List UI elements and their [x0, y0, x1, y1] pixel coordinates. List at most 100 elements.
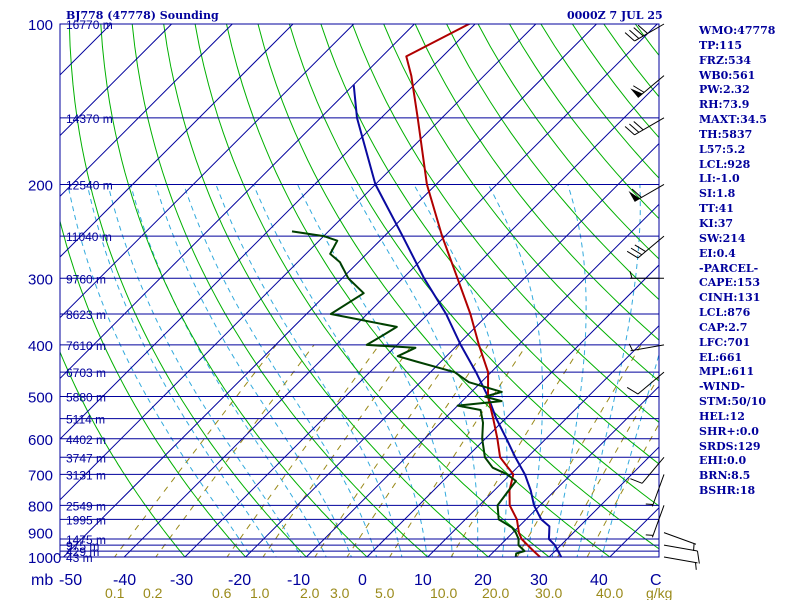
isotherm-line [60, 24, 233, 198]
index-item: SHR+:0.0 [699, 424, 759, 438]
dry-adiabat-line [163, 24, 490, 557]
height-label: 43 m [66, 551, 93, 565]
mixing-ratio-line [586, 422, 659, 557]
index-item: WMO:47778 [699, 24, 776, 37]
height-label: 6703 m [66, 366, 106, 380]
index-item: LCL:928 [699, 157, 751, 171]
pressure-label: 800 [28, 498, 53, 515]
isotherms [60, 24, 659, 557]
index-item: TP:115 [699, 38, 743, 52]
isotherm-line [63, 24, 597, 557]
mixing-ratio-label: 10.0 [430, 585, 457, 600]
mixing-ratio-label: 30.0 [535, 585, 562, 600]
height-label: 12540 m [66, 178, 113, 192]
temperature-tick-label: -40 [113, 572, 136, 589]
dry-adiabat-line [477, 24, 659, 260]
height-label: 5114 m [66, 413, 105, 427]
wind-barb [626, 235, 665, 259]
isotherm-line [60, 24, 355, 319]
height-label: 5880 m [66, 391, 106, 405]
dry-adiabat-line [446, 24, 659, 301]
height-label: 14370 m [66, 112, 113, 126]
height-label: 9760 m [66, 272, 106, 286]
station-title: BJ778 (47778) Sounding [66, 9, 219, 22]
dewpoint-profile-line [291, 230, 526, 557]
index-item: L57:5.2 [699, 142, 746, 156]
height-label: 11040 m [66, 230, 112, 244]
mixing-ratio-label: 0.1 [105, 585, 125, 600]
pressure-label: 900 [28, 526, 53, 543]
isotherm-line [184, 82, 659, 557]
temperature-tick-label: -20 [228, 572, 251, 589]
isotherm-line [245, 142, 659, 557]
index-item: -PARCEL- [699, 261, 759, 275]
valid-time: 0000Z 7 JUL 25 [567, 9, 663, 22]
wind-barb [629, 271, 664, 279]
height-label: 2549 m [66, 499, 106, 513]
moist-adiabat-line [155, 184, 352, 557]
wind-barb [663, 556, 698, 570]
wind-barbs [624, 23, 700, 570]
plot-frame [59, 23, 660, 558]
indices-panel: WMO:47778 TP:115 FRZ:534 WB0:561 PW:2.32 RH:7… [699, 24, 800, 499]
mixing-ratio-line [450, 344, 583, 557]
wind-barb [630, 456, 665, 484]
dry-adiabat-line [194, 24, 550, 557]
index-item: KI:37 [699, 216, 734, 230]
moist-adiabat-line [413, 184, 508, 557]
isotherm-line [60, 24, 415, 380]
moist-adiabat-line [215, 184, 403, 557]
index-item: -WIND- [699, 380, 745, 394]
mixing-ratio-line [226, 344, 380, 557]
index-item: TT:41 [699, 202, 734, 216]
index-item: MPL:611 [699, 365, 755, 379]
dry-adiabat-line [257, 24, 659, 550]
mixing-ratio-label: g/kg [646, 585, 672, 600]
mixing-ratio-label: 5.0 [375, 585, 395, 600]
index-item: WB0:561 [699, 68, 756, 82]
mixing-ratio-line [155, 344, 315, 557]
pressure-label: 300 [28, 271, 53, 288]
dry-adiabat-line [68, 24, 307, 557]
wind-barb [626, 371, 665, 395]
wind-barb [628, 343, 665, 352]
index-item: BRN:8.5 [699, 469, 751, 483]
height-label: 16770 m [66, 18, 113, 32]
temperature-tick-label: -50 [59, 572, 82, 589]
mixing-ratio-line [389, 344, 528, 557]
wind-barb [630, 75, 665, 98]
isotherm-line [123, 24, 658, 557]
wind-barb [624, 23, 665, 42]
isotherm-line [427, 324, 659, 557]
height-label: 1475 m [66, 533, 106, 547]
wind-barb [624, 117, 665, 136]
wind-barb [645, 474, 665, 507]
index-item: CAP:2.7 [699, 320, 748, 334]
dry-adiabat-line [414, 24, 659, 341]
temperature-tick-label: 0 [358, 572, 367, 589]
wind-barb [663, 544, 700, 564]
isotherm-line [488, 385, 659, 557]
isotherm-line [366, 264, 659, 557]
isotherm-line [548, 446, 659, 557]
index-item: EI:0.4 [699, 246, 736, 260]
mixing-ratio-label: 20.0 [482, 585, 509, 600]
sounding-profiles [291, 24, 563, 557]
temperature-tick-label: -10 [287, 572, 310, 589]
temperature-tick-label: 20 [474, 572, 492, 589]
index-item: LI:-1.0 [699, 172, 740, 186]
index-item: STM:50/10 [699, 395, 766, 409]
moist-adiabat-line [107, 184, 302, 557]
mixing-ratio-label: 0.6 [212, 585, 232, 600]
height-label: 429 m [66, 545, 99, 559]
mixing-ratio-line [516, 344, 642, 557]
pressure-label: 200 [28, 177, 53, 194]
height-label: 4402 m [66, 433, 106, 447]
isotherm-line [60, 24, 172, 137]
mixing-ratio-label: 40.0 [596, 585, 623, 600]
temperature-tick-label: 40 [590, 572, 608, 589]
dry-adiabat-line [383, 24, 659, 382]
temperature-tick-label: 10 [414, 572, 432, 589]
dry-adiabat-line [60, 350, 186, 557]
